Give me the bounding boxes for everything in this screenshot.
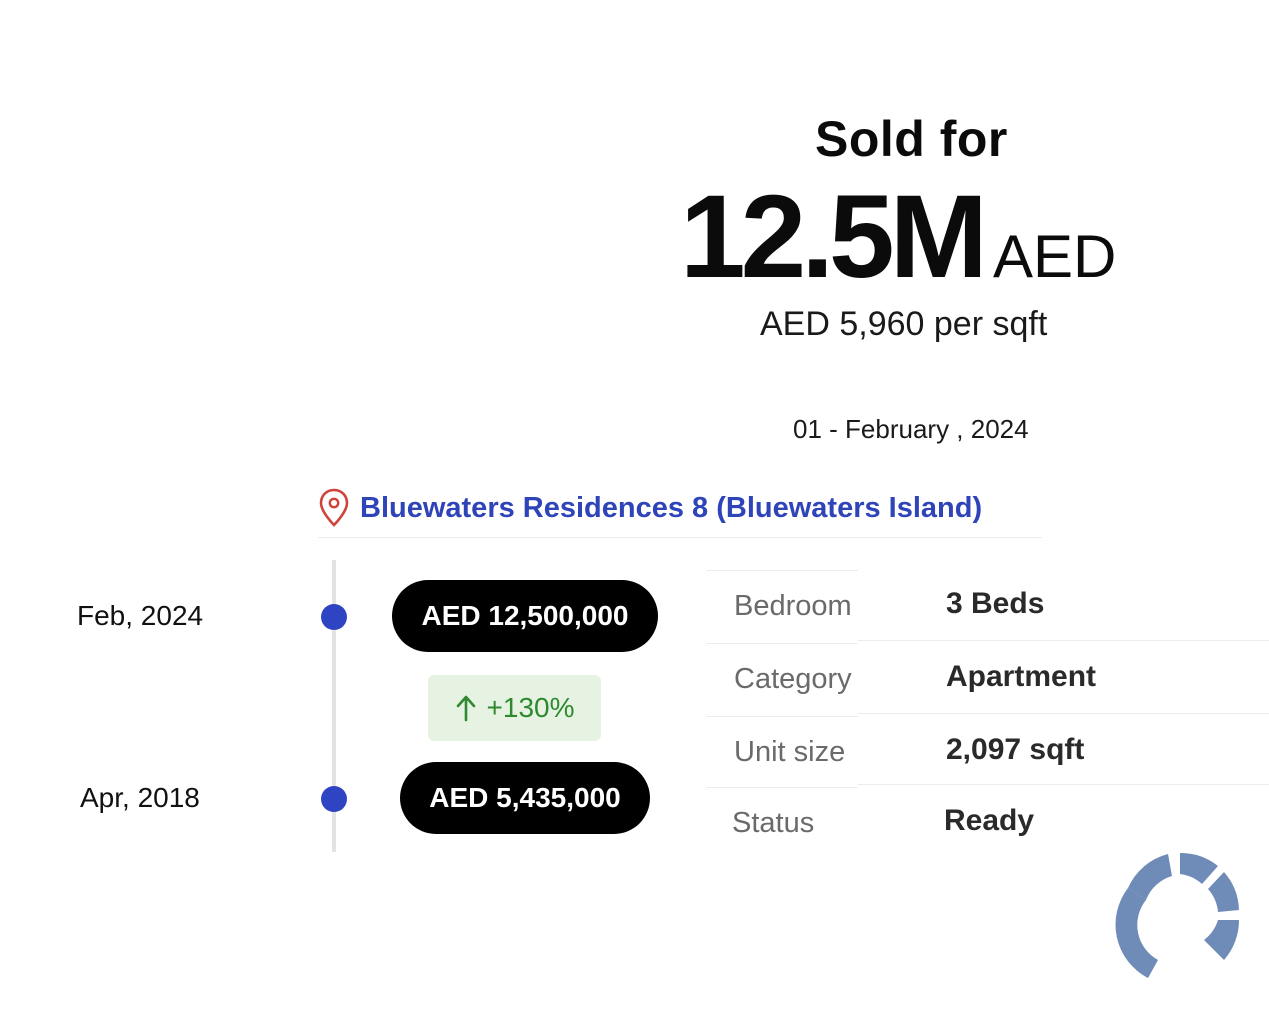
location-link[interactable]: Bluewaters Residences 8 (Bluewaters Isla… [318,486,1042,538]
map-pin-icon [319,488,349,527]
detail-label-status: Status [732,807,815,839]
timeline-date-latest: Feb, 2024 [77,600,204,631]
detail-value-status: Ready [944,804,1035,837]
timeline-dot-latest [321,604,347,630]
price-pill-previous: AED 5,435,000 [400,762,650,834]
detail-label-unit-size: Unit size [734,736,846,768]
detail-label-bedroom: Bedroom [734,590,852,622]
divider [858,640,1269,641]
price-change-badge: +130% [428,675,601,741]
sale-date: 01 - February , 2024 [793,414,1029,444]
divider [706,716,858,717]
divider [858,713,1269,714]
arrow-up-icon [456,695,475,722]
detail-value-category: Apartment [946,660,1097,693]
brand-logo-icon [1115,852,1240,978]
price-change-text: +130% [486,692,575,723]
timeline-dot-previous [321,786,347,812]
sale-price-currency: AED [992,223,1117,290]
sold-for-label: Sold for [815,111,1008,167]
divider [706,643,858,644]
divider [706,787,858,788]
sale-price: 12.5M AED [680,178,1116,296]
location-name[interactable]: Bluewaters Residences 8 (Bluewaters Isla… [360,492,983,524]
detail-value-unit-size: 2,097 sqft [946,733,1085,766]
divider [706,570,858,571]
divider [858,784,1269,785]
sale-price-value: 12.5M [680,171,988,303]
price-pill-latest: AED 12,500,000 [392,580,658,652]
timeline-date-previous: Apr, 2018 [80,782,200,813]
detail-value-bedroom: 3 Beds [946,587,1045,620]
price-per-sqft: AED 5,960 per sqft [760,305,1048,343]
detail-label-category: Category [734,663,852,695]
timeline-line [332,560,336,852]
